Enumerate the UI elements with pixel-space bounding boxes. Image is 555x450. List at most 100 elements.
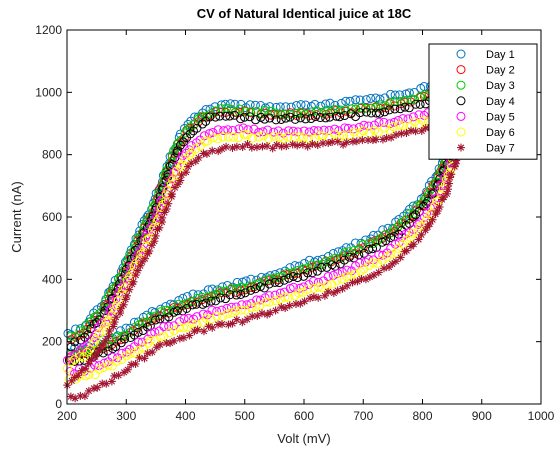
data-point xyxy=(236,305,246,315)
data-point xyxy=(222,142,231,151)
data-point xyxy=(161,196,171,206)
legend-marker xyxy=(456,49,466,59)
data-point xyxy=(109,322,118,331)
data-point xyxy=(436,181,446,191)
data-point xyxy=(374,117,384,127)
data-point xyxy=(375,108,385,118)
x-tick-label: 200 xyxy=(57,409,77,423)
data-point xyxy=(151,315,161,325)
data-point xyxy=(395,90,405,100)
data-point xyxy=(218,132,228,142)
y-tick-label: 400 xyxy=(42,272,62,286)
data-point xyxy=(75,326,85,336)
data-point xyxy=(259,283,269,293)
data-point xyxy=(410,117,420,127)
legend-marker xyxy=(456,127,466,137)
data-point xyxy=(84,359,93,368)
legend-marker xyxy=(456,80,466,90)
data-point xyxy=(159,322,169,332)
y-tick-label: 1200 xyxy=(35,23,62,37)
data-point xyxy=(202,149,211,158)
data-point xyxy=(212,311,222,321)
x-tick-label: 800 xyxy=(412,409,432,423)
data-point xyxy=(110,305,120,315)
data-point xyxy=(366,234,376,244)
data-point xyxy=(382,252,392,262)
data-point xyxy=(321,99,331,109)
data-point xyxy=(290,291,300,301)
data-point xyxy=(376,100,386,110)
data-point xyxy=(379,117,389,127)
data-point xyxy=(269,273,279,283)
data-point xyxy=(173,146,183,156)
data-point xyxy=(417,230,426,239)
data-point xyxy=(70,350,80,360)
data-point xyxy=(260,114,270,124)
data-point xyxy=(170,336,179,345)
data-point xyxy=(221,294,231,304)
data-point xyxy=(269,127,279,137)
data-point xyxy=(309,283,319,293)
data-point xyxy=(105,306,115,316)
data-point xyxy=(125,285,134,294)
data-point xyxy=(239,129,249,139)
data-point xyxy=(343,281,352,290)
data-point xyxy=(446,173,455,182)
data-point xyxy=(109,283,119,293)
data-point xyxy=(322,281,332,291)
data-point xyxy=(155,192,165,202)
data-point xyxy=(219,126,229,136)
data-point xyxy=(339,130,349,140)
data-point xyxy=(169,307,179,317)
data-point xyxy=(180,128,190,138)
data-point xyxy=(271,115,281,125)
data-point xyxy=(100,321,110,331)
x-tick-label: 500 xyxy=(235,409,255,423)
data-point xyxy=(199,327,208,336)
data-point xyxy=(375,94,385,104)
data-point xyxy=(308,139,317,148)
data-point xyxy=(295,132,305,142)
legend-item: Day 7 xyxy=(457,143,515,155)
data-point xyxy=(111,342,121,352)
data-point xyxy=(178,159,188,169)
data-point xyxy=(198,317,208,327)
data-point xyxy=(108,344,118,354)
data-point xyxy=(337,267,347,277)
data-point xyxy=(246,299,256,309)
legend-label: Day 3 xyxy=(486,80,515,92)
data-point xyxy=(254,127,264,137)
data-point xyxy=(173,299,183,309)
data-point xyxy=(231,302,241,312)
data-point xyxy=(385,263,394,272)
data-point xyxy=(177,171,186,180)
data-point xyxy=(281,113,291,123)
data-point xyxy=(280,292,290,302)
data-point xyxy=(299,126,309,136)
data-point xyxy=(391,248,401,258)
data-point xyxy=(179,323,189,333)
data-point xyxy=(400,95,410,105)
data-point xyxy=(359,248,369,258)
data-point xyxy=(335,112,345,122)
legend-label: Day 2 xyxy=(486,65,515,77)
data-point xyxy=(408,209,418,219)
data-point xyxy=(310,112,320,122)
data-point xyxy=(142,235,152,245)
data-point xyxy=(364,128,374,138)
data-point xyxy=(80,332,90,342)
data-point xyxy=(184,150,194,160)
data-point xyxy=(211,112,221,122)
data-point xyxy=(252,143,261,152)
data-point xyxy=(336,98,346,108)
data-point xyxy=(223,125,233,135)
data-point xyxy=(191,299,201,309)
data-point xyxy=(74,371,83,380)
data-point xyxy=(325,98,335,108)
data-point xyxy=(154,326,164,336)
data-point xyxy=(398,121,408,131)
data-point xyxy=(210,102,220,112)
legend-label: Day 4 xyxy=(486,96,515,108)
x-tick-label: 300 xyxy=(116,409,136,423)
